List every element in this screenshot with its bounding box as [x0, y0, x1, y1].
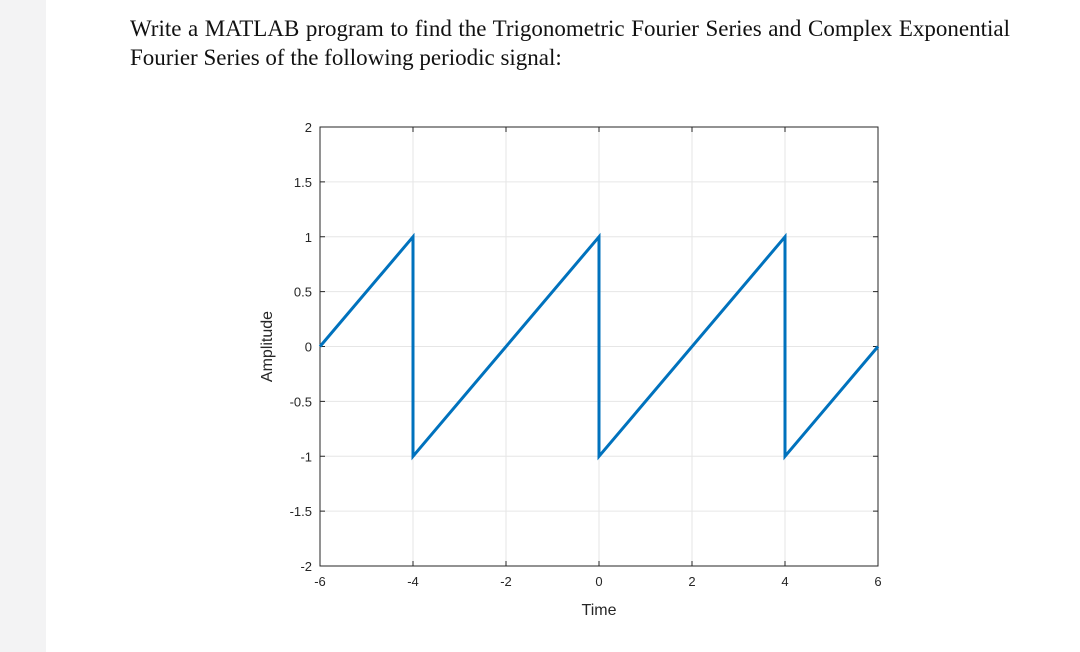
y-tick-label: 0.5 — [294, 285, 312, 300]
x-tick-labels: -6 -4 -2 0 2 4 6 — [314, 574, 881, 589]
x-tick-label: 4 — [781, 574, 788, 589]
tick-marks — [319, 126, 879, 567]
y-tick-label: 0 — [305, 340, 312, 355]
x-axis-label: Time — [582, 602, 617, 619]
x-tick-label: -4 — [407, 574, 419, 589]
y-tick-label: 1.5 — [294, 175, 312, 190]
x-tick-label: 0 — [595, 574, 602, 589]
y-tick-label: 2 — [305, 120, 312, 135]
y-tick-label: -2 — [300, 559, 312, 574]
x-tick-label: 2 — [688, 574, 695, 589]
y-tick-label: -1.5 — [290, 504, 312, 519]
question-text: Write a MATLAB program to find the Trigo… — [130, 16, 1010, 70]
x-tick-label: -2 — [500, 574, 512, 589]
y-tick-label: -0.5 — [290, 394, 312, 409]
y-tick-label: 1 — [305, 230, 312, 245]
y-tick-labels: 2 1.5 1 0.5 0 -0.5 -1 -1.5 -2 — [290, 120, 312, 574]
series-line — [318, 232, 880, 461]
y-axis-label: Amplitude — [259, 311, 276, 382]
y-tick-label: -1 — [300, 449, 312, 464]
x-tick-label: 6 — [874, 574, 881, 589]
document-page: Write a MATLAB program to find the Trigo… — [46, 0, 1080, 652]
x-tick-label: -6 — [314, 574, 326, 589]
